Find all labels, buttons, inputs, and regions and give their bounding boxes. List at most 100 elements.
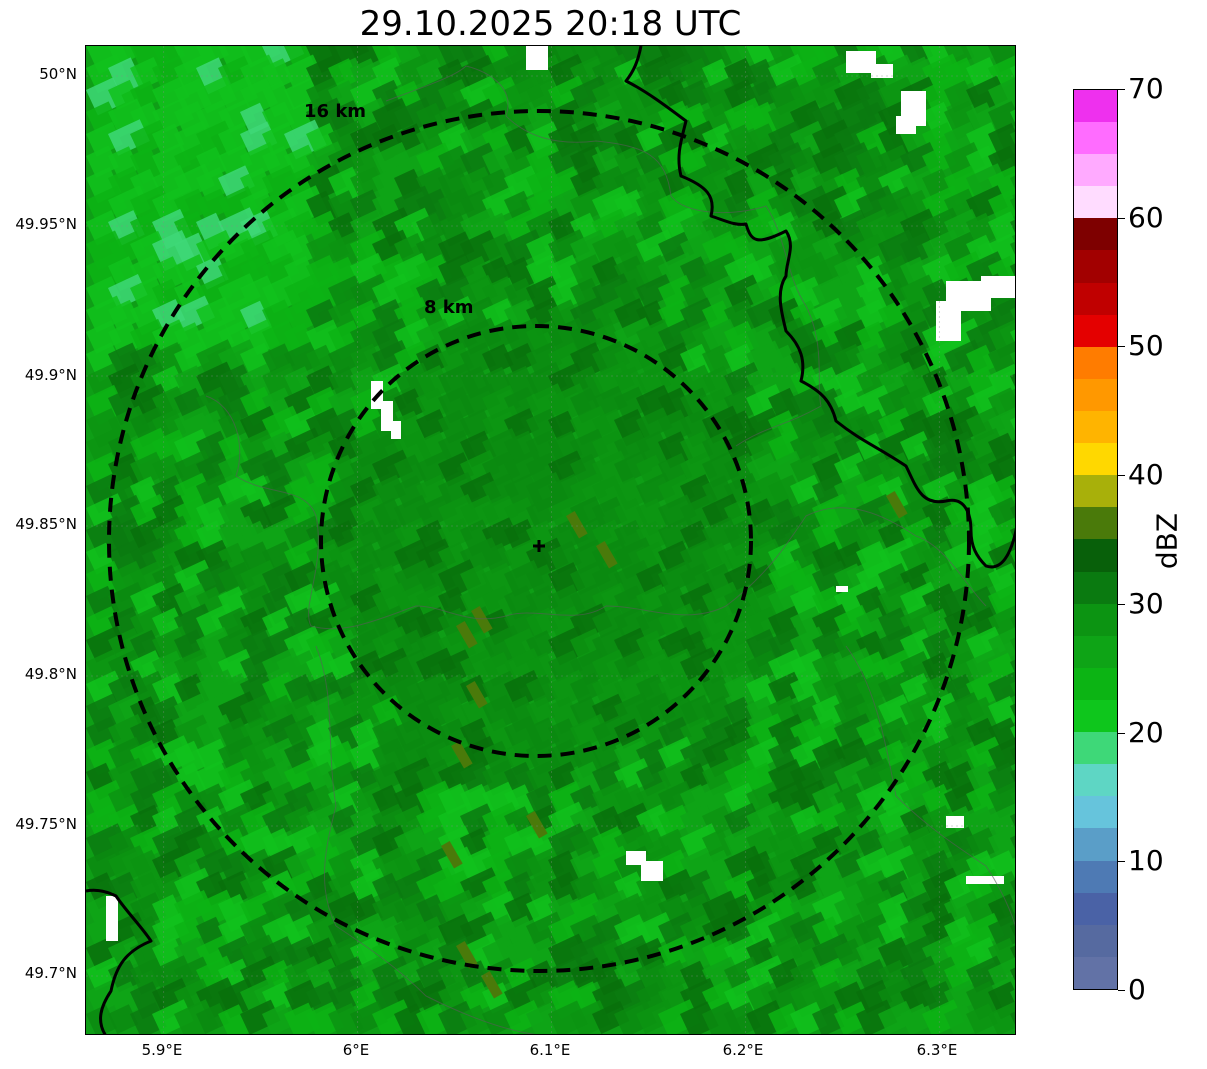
colorbar-bin <box>1074 956 1117 989</box>
reflectivity-cell <box>262 494 302 528</box>
reflectivity-cell <box>218 626 259 663</box>
colorbar-bin <box>1074 250 1117 283</box>
reflectivity-cell <box>416 979 452 1012</box>
y-tick-label: 49.7°N <box>24 964 77 982</box>
x-tick-label: 6.3°E <box>916 1041 958 1059</box>
reflectivity-cell <box>481 405 525 443</box>
reflectivity-cell <box>570 583 606 616</box>
reflectivity-cell <box>86 956 124 991</box>
reflectivity-cell <box>570 603 613 641</box>
reflectivity-cell <box>547 780 586 815</box>
reflectivity-cell <box>328 46 370 66</box>
reflectivity-cell <box>525 717 560 752</box>
reflectivity-cell <box>218 76 259 112</box>
reflectivity-cell <box>856 185 899 224</box>
reflectivity-cell <box>900 1003 933 1034</box>
reflectivity-cell <box>460 342 496 377</box>
reflectivity-cell <box>548 669 590 708</box>
reflectivity-cell <box>526 585 559 617</box>
reflectivity-cell <box>548 450 587 484</box>
colorbar-bin <box>1074 282 1117 315</box>
reflectivity-cell <box>526 607 559 639</box>
radar-map[interactable]: 16 km 8 km <box>85 45 1016 1035</box>
reflectivity-cell <box>394 317 435 353</box>
reflectivity-cell <box>196 603 238 640</box>
colorbar-bin <box>1074 122 1117 155</box>
reflectivity-cell <box>636 229 678 264</box>
reflectivity-cell <box>592 889 633 925</box>
reflectivity-cell <box>570 713 611 749</box>
reflectivity-cell <box>922 77 961 114</box>
reflectivity-cell <box>811 406 853 443</box>
reflectivity-cell <box>614 386 650 421</box>
reflectivity-cell <box>460 383 501 418</box>
reflectivity-cell <box>635 472 676 508</box>
colorbar-bin <box>1074 411 1117 444</box>
reflectivity-cell <box>174 295 215 332</box>
reflectivity-cell <box>416 1003 451 1034</box>
reflectivity-cell <box>592 229 633 265</box>
reflectivity-cell <box>614 450 653 484</box>
colorbar-bin <box>1074 443 1117 476</box>
reflectivity-cell <box>548 99 585 132</box>
reflectivity-cell <box>746 295 789 333</box>
region-outline-south <box>315 645 536 1034</box>
reflectivity-cell <box>108 582 149 619</box>
reflectivity-cell <box>306 846 347 883</box>
reflectivity-cell <box>459 960 492 994</box>
reflectivity-cell <box>86 823 129 862</box>
radar-map-svg: 16 km 8 km <box>86 46 1015 1034</box>
reflectivity-cell <box>482 1000 522 1034</box>
reflectivity-cell <box>350 46 392 69</box>
reflectivity-cell <box>174 188 210 223</box>
reflectivity-cell <box>944 57 978 91</box>
reflectivity-cell <box>592 185 633 222</box>
reflectivity-cell <box>86 295 128 333</box>
reflectivity-cell <box>790 823 832 859</box>
reflectivity-cell <box>921 628 958 665</box>
reflectivity-cell-high <box>451 741 473 769</box>
reflectivity-cell <box>768 671 805 706</box>
reflectivity-cell-high <box>441 841 463 869</box>
reflectivity-cell <box>746 606 782 642</box>
reflectivity-cell <box>152 912 190 946</box>
reflectivity-cell <box>855 299 888 330</box>
reflectivity-cell <box>702 429 739 462</box>
reflectivity-cell <box>460 890 500 926</box>
reflectivity-cell <box>922 823 963 860</box>
reflectivity-cell <box>482 718 516 757</box>
reflectivity-cell <box>812 1003 845 1034</box>
reflectivity-cell <box>86 979 124 1014</box>
reflectivity-cell <box>570 473 608 508</box>
reflectivity-cell <box>614 429 650 462</box>
reflectivity-cell <box>811 54 853 91</box>
reflectivity-cell <box>812 604 852 639</box>
reflectivity-cell <box>988 77 1015 114</box>
reflectivity-cell <box>460 166 494 198</box>
reflectivity-cell <box>812 695 847 730</box>
reflectivity-cell <box>657 912 699 949</box>
reflectivity-cell <box>768 868 806 903</box>
reflectivity-cell <box>372 539 409 572</box>
reflectivity-cell <box>789 626 830 662</box>
reflectivity-cell <box>658 515 699 551</box>
reflectivity-cell <box>746 208 786 242</box>
reflectivity-cell <box>86 625 128 663</box>
range-ring-label-16km: 16 km <box>304 101 366 122</box>
reflectivity-cell <box>107 299 140 331</box>
reflectivity-cell <box>130 1002 167 1034</box>
colorbar-bin <box>1074 154 1117 187</box>
reflectivity-cell <box>987 101 1015 134</box>
reflectivity-cell <box>482 495 519 528</box>
colorbar-bin <box>1074 571 1117 604</box>
reflectivity-cell <box>173 341 210 374</box>
reflectivity-cell <box>526 495 563 529</box>
reflectivity-cell <box>768 54 808 89</box>
reflectivity-cell <box>547 933 589 968</box>
reflectivity-cell <box>86 121 123 157</box>
reflectivity-cell <box>724 46 759 70</box>
range-ring-8km <box>319 324 753 758</box>
reflectivity-cell <box>130 120 171 156</box>
reflectivity-cell <box>284 956 325 992</box>
reflectivity-cell <box>350 868 391 904</box>
